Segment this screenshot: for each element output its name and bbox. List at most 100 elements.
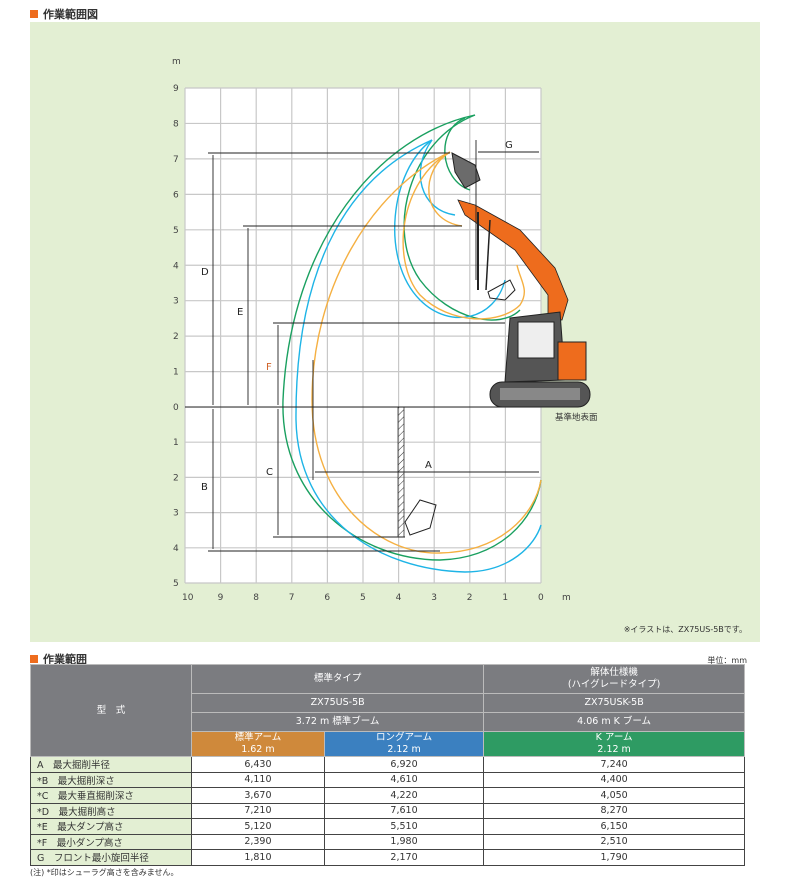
x-tick-label: 8 [253,593,259,603]
working-range-table: 型 式 標準タイプ 解体仕様機 (ハイグレードタイプ) ZX75US-5B ZX… [30,664,745,866]
y-tick-label: 1 [173,368,179,378]
y-tick-label: 5 [173,226,179,236]
y-tick-label: 2 [173,473,179,483]
value-cell: 1,790 [483,849,745,866]
value-cell: 4,220 [323,787,485,804]
row-label: *C 最大垂直掘削深さ [30,787,192,804]
table-row: *E 最大ダンプ高さ 5,120 5,510 6,150 [30,818,745,835]
row-label: *D 最大掘削高さ [30,802,192,819]
value-cell: 2,390 [191,833,325,850]
type-standard: 標準タイプ [190,664,485,694]
value-cell: 4,110 [191,771,325,788]
value-cell: 5,120 [191,818,325,835]
row-label: G フロント最小旋回半径 [30,849,192,866]
excavator-illustration [404,152,591,536]
x-tick-label: 5 [360,593,366,603]
table-row: A 最大掘削半径 6,430 6,920 7,240 [30,756,745,773]
model-label: 型 式 [30,664,192,757]
illustration-note: ※イラストは、ZX75US-5Bです。 [623,625,747,634]
y-tick-label: 4 [173,544,179,554]
table-row: *B 最大掘削深さ 4,110 4,610 4,400 [30,771,745,788]
label-f: F [266,362,272,373]
arm-header: K アーム 2.12 m [483,731,745,757]
y-tick-label: 3 [173,509,179,519]
y-tick-label: 3 [173,297,179,307]
y-tick-label: 6 [173,190,179,200]
label-d: D [201,267,209,278]
boom-demolition: 4.06 m K ブーム [483,712,745,732]
x-tick-label: 7 [289,593,295,603]
digging-bucket [404,499,437,536]
row-label: A 最大掘削半径 [30,756,192,773]
y-tick-label: 0 [173,403,179,413]
bucket-mid [487,279,516,301]
value-cell: 2,170 [323,849,485,866]
diagram-title: 作業範囲図 [43,8,98,21]
heading-marker [30,655,38,663]
value-cell: 7,210 [191,802,325,819]
value-cell: 6,430 [191,756,325,773]
label-a: A [425,460,432,471]
long-arm-tip-curve [419,139,456,216]
standard-arm-outer-curve [311,151,542,554]
value-cell: 8,270 [483,802,745,819]
cab-window [517,321,555,359]
long-arm-outer-curve [295,139,542,573]
value-cell: 4,050 [483,787,745,804]
arm-header: ロングアーム 2.12 m [323,731,485,757]
label-b: B [201,482,208,493]
value-cell: 3,670 [191,787,325,804]
track-frame [500,388,580,400]
k-arm-inner-curve [403,114,521,321]
type-demolition: 解体仕様機 (ハイグレードタイプ) [483,664,745,694]
model-demolition: ZX75USK-5B [483,693,745,713]
arm-header: 標準アーム 1.62 m [191,731,325,757]
table-row: *F 最小ダンプ高さ 2,390 1,980 2,510 [30,833,745,850]
y-unit: m [172,57,181,67]
x-unit: m [562,593,571,603]
ground-label: 基準地表面 [555,412,598,423]
label-e: E [237,307,243,318]
y-tick-label: 8 [173,119,179,129]
value-cell: 4,610 [323,771,485,788]
boom-standard: 3.72 m 標準ブーム [190,712,485,732]
x-tick-label: 2 [467,593,473,603]
x-tick-label: 10 [182,593,194,603]
table-row: *C 最大垂直掘削深さ 3,670 4,220 4,050 [30,787,745,804]
boom [457,199,569,321]
table-row: *D 最大掘削高さ 7,210 7,610 8,270 [30,802,745,819]
value-cell: 1,980 [323,833,485,850]
value-cell: 2,510 [483,833,745,850]
table-row: G フロント最小旋回半径 1,810 2,170 1,790 [30,849,745,866]
row-label: *B 最大掘削深さ [30,771,192,788]
y-tick-label: 5 [173,579,179,589]
y-tick-label: 2 [173,332,179,342]
standard-arm-inner-curve [402,151,525,320]
value-cell: 4,400 [483,771,745,788]
x-tick-label: 9 [218,593,224,603]
x-tick-label: 1 [502,593,508,603]
label-g: G [505,140,513,151]
model-standard: ZX75US-5B [190,693,485,713]
value-cell: 7,610 [323,802,485,819]
row-label: *F 最小ダンプ高さ [30,833,192,850]
value-cell: 6,920 [323,756,485,773]
unit-label: 単位：mm [707,656,747,665]
heading-marker [30,10,38,18]
value-cell: 7,240 [483,756,745,773]
value-cell: 5,510 [323,818,485,835]
x-tick-label: 4 [396,593,402,603]
y-tick-label: 1 [173,438,179,448]
y-tick-label: 7 [173,155,179,165]
row-label: *E 最大ダンプ高さ [30,818,192,835]
value-cell: 6,150 [483,818,745,835]
counterweight [557,341,587,381]
table-heading: 作業範囲 [30,651,87,667]
x-tick-label: 3 [431,593,437,603]
bucket-top [451,152,481,189]
diagram-heading: 作業範囲図 [30,6,98,22]
value-cell: 1,810 [191,849,325,866]
y-tick-label: 9 [173,84,179,94]
x-tick-label: 6 [324,593,330,603]
